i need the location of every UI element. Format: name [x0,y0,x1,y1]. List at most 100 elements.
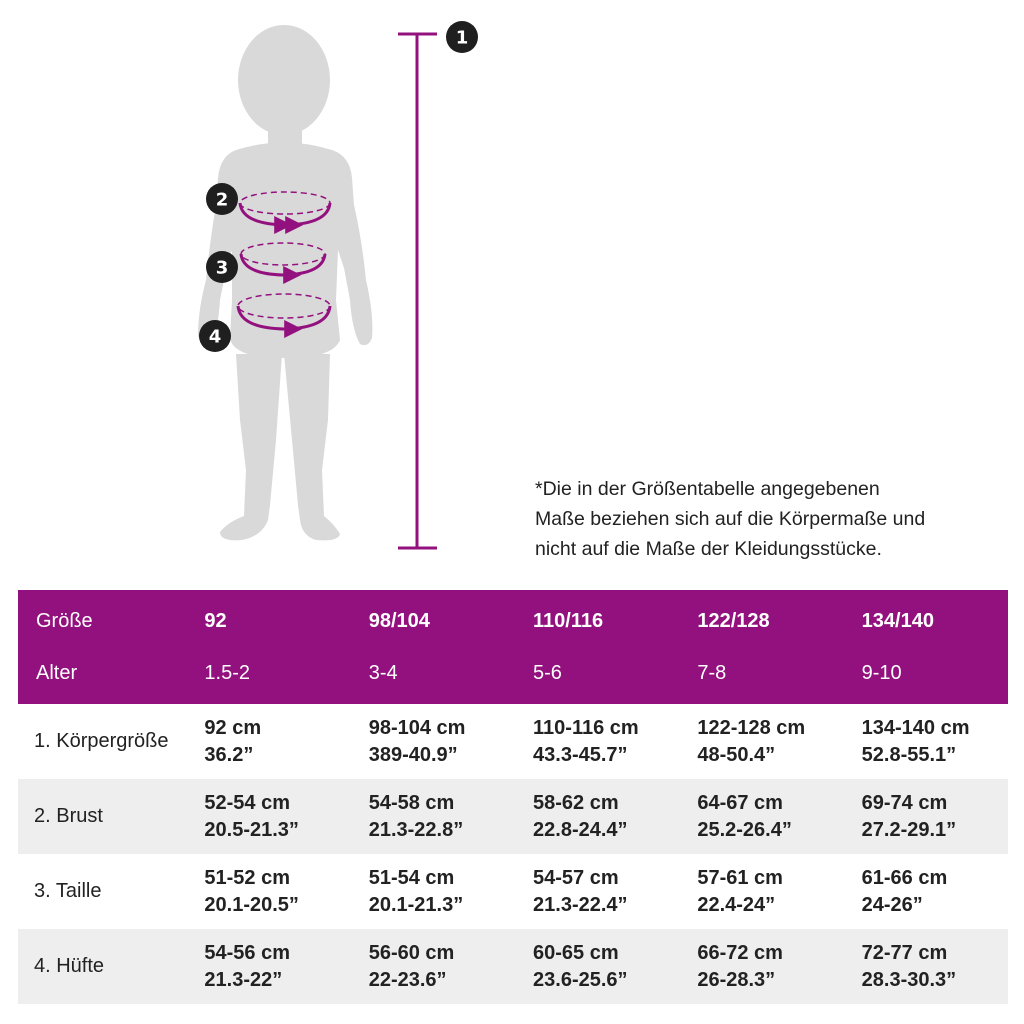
size-cell: 92 [204,609,227,632]
cm-value: 54-57 cm [533,866,619,889]
measure-cell: 52-54 cm 20.5-21.3” [186,779,350,854]
inch-value: 36.2” [204,743,254,766]
height-row: 1. Körpergröße 92 cm 36.2” 98-104 cm 389-4… [18,704,1008,779]
size-row: Größe 92 98/104 110/116 122/128 134/140 [18,590,1008,648]
inch-value: 22.4-24” [697,893,776,916]
inch-value: 21.3-22.8” [368,818,464,841]
cm-value: 52-54 cm [204,791,291,814]
note-line-1: *Die in der Größentabelle angegebenen [535,478,880,500]
cm-value: 122-128 cm [697,716,806,739]
cm-value: 69-74 cm [861,791,948,814]
inch-value: 21.3-22” [204,968,283,991]
measure-cell: 60-65 cm 23.6-25.6” [515,929,679,1004]
marker-2-badge: 2 [206,183,238,215]
marker-4-label: 4 [209,327,222,348]
measure-cell: 92 cm 36.2” [186,704,350,779]
row-label: 2. Brust [34,805,103,827]
marker-3-label: 3 [216,258,229,279]
cm-value: 110-116 cm [533,716,639,739]
cm-value: 92 cm [204,716,262,739]
marker-1-label: 1 [456,28,469,49]
age-cell: 1.5-2 [204,661,250,684]
inch-value: 27.2-29.1” [861,818,957,841]
size-cell: 110/116 [533,609,604,632]
inch-value: 22-23.6” [368,968,447,991]
cm-value: 98-104 cm [368,716,466,739]
cm-value: 51-54 cm [368,866,455,889]
age-cell: 9-10 [861,661,902,684]
inch-value: 26-28.3” [697,968,776,991]
inch-value: 23.6-25.6” [533,968,628,991]
measure-cell: 51-52 cm 20.1-20.5” [186,854,350,929]
measure-cell: 57-61 cm 22.4-24” [679,854,843,929]
measure-cell: 54-57 cm 21.3-22.4” [515,854,679,929]
size-label: Größe [36,609,93,632]
measure-cell: 56-60 cm 22-23.6” [351,929,515,1004]
size-cell: 98/104 [368,609,430,632]
age-cell: 5-6 [533,661,562,684]
measure-cell: 51-54 cm 20.1-21.3” [351,854,515,929]
measure-cell: 58-62 cm 22.8-24.4” [515,779,679,854]
marker-3-badge: 3 [206,251,238,283]
row-label: 1. Körpergröße [34,730,169,752]
inch-value: 20.1-20.5” [204,893,299,916]
measure-cell: 54-56 cm 21.3-22” [186,929,350,1004]
age-label: Alter [36,661,78,684]
marker-2-label: 2 [216,190,229,211]
age-cell: 7-8 [697,661,727,684]
body-measurement-figure: 1 2 3 4 [198,21,478,550]
inch-value: 24-26” [861,893,923,916]
measurement-note: *Die in der Größentabelle angegebenen Ma… [535,474,995,564]
measure-cell: 98-104 cm 389-40.9” [351,704,515,779]
age-row: Alter 1.5-2 3-4 5-6 7-8 9-10 [18,648,1008,704]
inch-value: 52.8-55.1” [861,743,957,766]
waist-ring [239,242,327,284]
inch-value: 43.3-45.7” [533,743,628,766]
cm-value: 51-52 cm [204,866,291,889]
measure-cell: 61-66 cm 24-26” [844,854,1008,929]
inch-value: 21.3-22.4” [533,893,628,916]
cm-value: 61-66 cm [861,866,948,889]
marker-1-badge: 1 [446,21,478,53]
inch-value: 25.2-26.4” [697,818,792,841]
cm-value: 66-72 cm [697,941,783,964]
cm-value: 72-77 cm [861,941,948,964]
measure-cell: 64-67 cm 25.2-26.4” [679,779,843,854]
inch-value: 389-40.9” [368,743,458,766]
measure-cell: 122-128 cm 48-50.4” [679,704,843,779]
measure-cell: 69-74 cm 27.2-29.1” [844,779,1008,854]
hip-ring [236,293,332,338]
chest-row: 2. Brust 52-54 cm 20.5-21.3” 54-58 cm 21.3… [18,779,1008,854]
measure-cell: 66-72 cm 26-28.3” [679,929,843,1004]
measure-cell: 134-140 cm 52.8-55.1” [844,704,1008,779]
inch-value: 20.1-21.3” [368,893,464,916]
note-line-3: nicht auf die Maße der Kleidungsstücke. [535,538,882,560]
measure-cell: 110-116 cm 43.3-45.7” [515,704,679,779]
row-label: 3. Taille [34,880,102,902]
cm-value: 64-67 cm [697,791,783,814]
cm-value: 54-58 cm [368,791,455,814]
chest-ring [238,191,332,234]
cm-value: 134-140 cm [861,716,970,739]
size-cell: 134/140 [861,609,934,632]
inch-value: 28.3-30.3” [861,968,957,991]
cm-value: 57-61 cm [697,866,783,889]
cm-value: 60-65 cm [533,941,619,964]
measure-cell: 72-77 cm 28.3-30.3” [844,929,1008,1004]
inch-value: 22.8-24.4” [533,818,628,841]
measure-cell: 54-58 cm 21.3-22.8” [351,779,515,854]
marker-4-badge: 4 [199,320,231,352]
cm-value: 58-62 cm [533,791,619,814]
size-chart-header: Größe 92 98/104 110/116 122/128 134/140 … [18,590,1008,704]
note-line-2: Maße beziehen sich auf die Körpermaße un… [535,508,926,530]
row-label: 4. Hüfte [34,955,105,977]
cm-value: 56-60 cm [368,941,455,964]
waist-row: 3. Taille 51-52 cm 20.1-20.5” 51-54 cm 20.… [18,854,1008,929]
height-bar [398,32,437,550]
hip-row: 4. Hüfte 54-56 cm 21.3-22” 56-60 cm 22-23.… [18,929,1008,1004]
size-chart-table: Größe 92 98/104 110/116 122/128 134/140 … [18,590,1008,1004]
size-cell: 122/128 [697,609,770,632]
inch-value: 20.5-21.3” [204,818,299,841]
cm-value: 54-56 cm [204,941,291,964]
age-cell: 3-4 [368,661,398,684]
